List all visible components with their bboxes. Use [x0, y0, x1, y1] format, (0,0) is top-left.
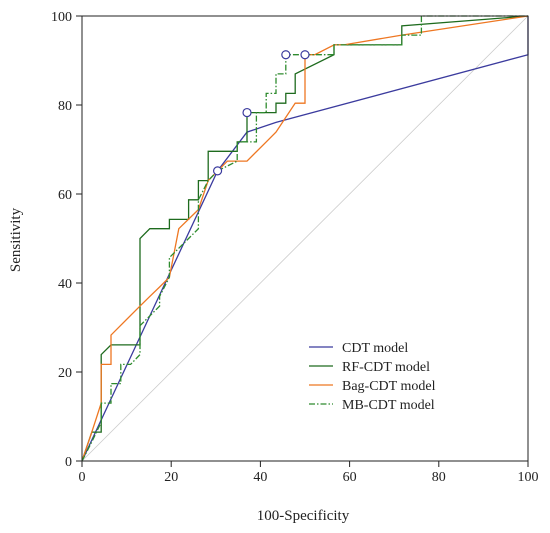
x-tick-label: 60	[343, 470, 357, 485]
y-axis-ticks: 0 20 40 60 80 100	[51, 10, 82, 470]
x-tick-label: 80	[432, 470, 446, 485]
optimal-point-marker	[300, 50, 310, 60]
y-tick-label: 0	[65, 455, 72, 470]
x-tick-label: 20	[164, 470, 178, 485]
legend: CDT model RF-CDT model Bag-CDT model MB-CDT…	[309, 341, 436, 413]
x-axis-ticks: 0 20 40 60 80 100	[79, 461, 539, 485]
legend-label: Bag-CDT model	[342, 379, 436, 394]
y-axis-label: Sensitivity	[8, 207, 24, 272]
legend-label: MB-CDT model	[342, 398, 435, 413]
plot-frame	[81, 15, 529, 462]
legend-label: RF-CDT model	[342, 360, 430, 375]
legend-label: CDT model	[342, 341, 408, 356]
y-tick-label: 40	[58, 277, 72, 292]
optimal-points-layer	[212, 50, 310, 176]
optimal-point-marker	[242, 107, 252, 118]
optimal-point-marker	[212, 166, 223, 176]
y-tick-label: 60	[58, 188, 72, 203]
y-tick-label: 20	[58, 366, 72, 381]
x-axis-label: 100-Specificity	[257, 508, 350, 524]
y-tick-label: 80	[58, 99, 72, 114]
x-tick-label: 100	[518, 470, 539, 485]
x-tick-label: 40	[253, 470, 267, 485]
series-line-mb-cdt-model	[81, 15, 528, 462]
diagonal-reference-line	[81, 15, 529, 462]
x-tick-label: 0	[79, 470, 86, 485]
y-tick-label: 100	[51, 10, 72, 25]
optimal-point-marker	[281, 50, 291, 60]
